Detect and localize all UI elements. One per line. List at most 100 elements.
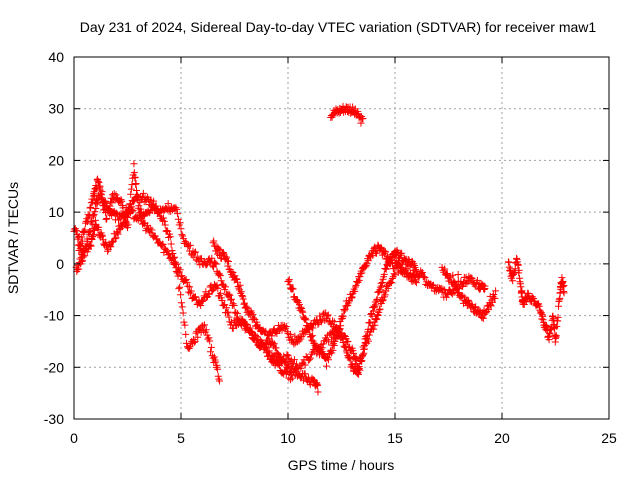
data-point: [356, 273, 364, 281]
data-point: [360, 341, 368, 349]
data-point: [273, 329, 281, 337]
data-point: [402, 265, 410, 273]
data-point: [120, 214, 128, 222]
data-point: [352, 354, 360, 362]
data-point: [96, 186, 104, 194]
data-point: [363, 331, 371, 339]
data-point: [370, 302, 378, 310]
data-point: [471, 282, 479, 290]
data-point: [184, 344, 192, 352]
data-point: [518, 287, 526, 295]
data-point: [197, 301, 205, 309]
data-point: [480, 285, 488, 293]
y-tick-label: 20: [48, 152, 64, 168]
data-point: [75, 247, 83, 255]
data-point: [223, 309, 231, 317]
data-point: [87, 203, 95, 211]
data-point: [212, 358, 220, 366]
data-point: [284, 368, 292, 376]
data-point: [376, 305, 384, 313]
data-point: [176, 283, 184, 291]
data-point: [82, 219, 90, 227]
data-point: [91, 208, 99, 216]
data-point: [127, 190, 135, 198]
data-point: [174, 215, 182, 223]
y-tick-label: 30: [48, 101, 64, 117]
data-point: [225, 290, 233, 298]
data-point: [80, 248, 88, 256]
data-point: [253, 336, 261, 344]
data-point: [286, 281, 294, 289]
data-point: [112, 191, 120, 199]
data-point: [125, 207, 133, 215]
data-point: [127, 185, 135, 193]
data-point: [171, 258, 179, 266]
data-point: [329, 346, 337, 354]
data-point: [215, 271, 223, 279]
data-point: [243, 321, 251, 329]
data-point: [87, 199, 95, 207]
data-point: [180, 318, 188, 326]
data-point: [214, 365, 222, 373]
data-point: [202, 326, 210, 334]
data-point: [351, 363, 359, 371]
data-point: [191, 337, 199, 345]
x-tick-label: 20: [494, 430, 510, 446]
data-point: [132, 179, 140, 187]
data-point: [467, 274, 475, 282]
data-point: [264, 347, 272, 355]
data-point: [168, 247, 176, 255]
data-point: [299, 330, 307, 338]
data-point: [206, 337, 214, 345]
data-point: [288, 374, 296, 382]
data-point: [308, 332, 316, 340]
data-point: [166, 233, 174, 241]
data-point: [86, 228, 94, 236]
data-point: [181, 321, 189, 329]
data-point: [488, 298, 496, 306]
data-point: [215, 245, 223, 253]
data-point: [100, 201, 108, 209]
data-point: [238, 291, 246, 299]
data-point: [234, 283, 242, 291]
data-point: [214, 284, 222, 292]
data-point: [131, 173, 139, 181]
data-point: [487, 302, 495, 310]
data-point: [95, 223, 103, 231]
data-point: [490, 291, 498, 299]
data-point: [372, 301, 380, 309]
data-point: [306, 354, 314, 362]
data-point: [98, 231, 106, 239]
data-point: [76, 241, 84, 249]
y-tick-label: -20: [44, 359, 64, 375]
data-point: [171, 253, 179, 261]
series-track-b: [74, 204, 296, 384]
data-point: [346, 356, 354, 364]
data-point: [95, 178, 103, 186]
y-tick-label: 0: [56, 256, 64, 272]
data-point: [154, 209, 162, 217]
data-point: [381, 247, 389, 255]
data-point: [222, 283, 230, 291]
series-track-g: [327, 102, 367, 127]
data-point: [94, 177, 102, 185]
data-point: [186, 241, 194, 249]
data-point: [148, 226, 156, 234]
data-point: [524, 290, 532, 298]
data-point: [339, 312, 347, 320]
data-point: [182, 276, 190, 284]
data-point: [209, 286, 217, 294]
data-point: [110, 190, 118, 198]
data-point: [88, 195, 96, 203]
data-point: [282, 322, 290, 330]
data-point: [178, 231, 186, 239]
data-point: [371, 321, 379, 329]
data-point: [137, 205, 145, 213]
data-point: [305, 323, 313, 331]
data-point: [224, 308, 232, 316]
data-point: [88, 220, 96, 228]
data-point: [472, 303, 480, 311]
y-tick-label: -30: [44, 411, 64, 427]
data-point: [410, 260, 418, 268]
data-point: [323, 362, 331, 370]
